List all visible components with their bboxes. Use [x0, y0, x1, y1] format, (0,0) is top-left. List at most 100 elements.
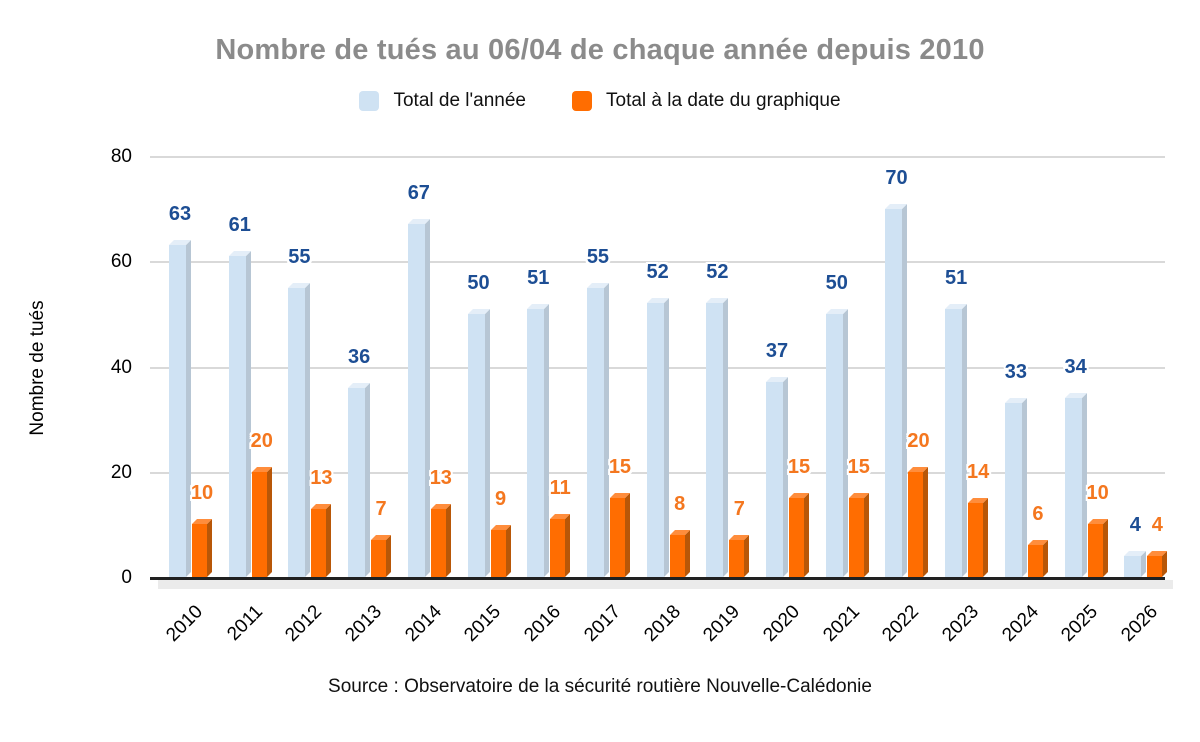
bar-total-date-2018: [669, 529, 690, 577]
bar-side: [983, 498, 989, 577]
bar-face: [1124, 555, 1142, 577]
bar-face: [1064, 398, 1082, 577]
bar-side: [962, 303, 968, 577]
bar-total-annee-2017: [586, 282, 609, 577]
data-label-total-annee-2011: 61: [228, 214, 251, 236]
bar-total-date-2014: [430, 503, 451, 577]
x-tick-label-2012: 2012: [281, 601, 327, 646]
bar-face: [371, 540, 387, 577]
x-tick-label-2017: 2017: [580, 601, 625, 646]
bar-side: [386, 535, 392, 577]
bar-total-annee-2023: [945, 303, 968, 577]
bar-side: [1021, 398, 1027, 577]
bar-total-annee-2013: [348, 382, 371, 577]
source-caption: Source : Observatoire de la sécurité rou…: [328, 676, 872, 697]
bar-face: [192, 524, 207, 577]
bar-side: [326, 503, 332, 577]
x-tick-label-2010: 2010: [162, 601, 207, 646]
bar-side: [365, 382, 371, 577]
data-label-total-date-2016: 11: [549, 477, 571, 500]
x-tick-label-2023: 2023: [938, 601, 984, 646]
data-label-total-annee-2010: 63: [168, 203, 192, 226]
bar-face: [706, 303, 724, 577]
legend-label-total-date: Total à la date du graphique: [606, 90, 841, 111]
legend-label-total-annee: Total de l'année: [393, 90, 526, 111]
bar-side: [1042, 540, 1048, 577]
data-label-total-annee-2020: 37: [765, 340, 789, 363]
bar-total-date-2016: [550, 514, 571, 577]
x-tick-label-2013: 2013: [341, 601, 387, 646]
bar-total-annee-2011: [228, 251, 251, 577]
chart-title: Nombre de tués au 06/04 de chaque année …: [215, 34, 985, 66]
data-label-total-annee-2015: 50: [467, 271, 490, 294]
bar-side: [565, 514, 571, 577]
data-label-total-date-2010: 10: [190, 482, 214, 505]
bar-face: [467, 313, 485, 577]
bar-face: [348, 387, 366, 577]
data-label-total-date-2012: 13: [310, 466, 333, 489]
bar-side: [624, 493, 630, 577]
bar-side: [424, 219, 430, 577]
bar-side: [804, 493, 810, 577]
bar-side: [923, 466, 929, 577]
bar-total-annee-2014: [407, 219, 430, 577]
bar-face: [430, 508, 446, 577]
data-label-total-annee-2022: 70: [885, 166, 908, 189]
bar-total-date-2012: [311, 503, 332, 577]
bar-side: [902, 203, 908, 577]
bar-total-annee-2020: [766, 377, 789, 577]
legend-swatch-total-date: [572, 91, 592, 111]
bar-face: [1147, 555, 1163, 577]
bar-total-annee-2019: [706, 298, 729, 577]
data-label-total-annee-2024: 33: [1004, 361, 1027, 384]
bar-face: [407, 224, 425, 577]
bar-face: [609, 498, 625, 577]
bar-face: [908, 471, 924, 577]
data-label-total-annee-2013: 36: [347, 345, 371, 368]
bar-face: [228, 256, 246, 577]
x-tick-label-2022: 2022: [878, 601, 924, 646]
bar-total-date-2013: [371, 535, 392, 577]
x-tick-label-2014: 2014: [400, 601, 446, 646]
bar-side: [207, 519, 212, 577]
bar-total-annee-2012: [288, 282, 311, 577]
bar-side: [744, 535, 750, 577]
y-tick-label: 60: [110, 251, 132, 273]
bar-side: [305, 282, 311, 577]
bar-side: [484, 308, 490, 577]
data-label-total-annee-2012: 55: [288, 245, 311, 268]
bar-face: [1027, 545, 1043, 577]
bar-face: [311, 508, 327, 577]
bar-face: [789, 498, 805, 577]
bar-face: [490, 529, 506, 577]
data-label-total-date-2020: 15: [787, 456, 811, 479]
bar-total-annee-2024: [1004, 398, 1027, 577]
data-label-total-date-2022: 20: [907, 429, 930, 452]
data-label-total-date-2017: 15: [608, 456, 632, 479]
bar-total-annee-2015: [467, 308, 490, 577]
bar-total-annee-2022: [885, 203, 908, 577]
bar-face: [729, 540, 745, 577]
data-label-total-annee-2023: 51: [945, 266, 968, 289]
x-tick-label-2025: 2025: [1057, 601, 1103, 646]
data-label-total-date-2025: 10: [1086, 482, 1109, 505]
bar-side: [245, 251, 251, 577]
data-label-total-date-2015: 9: [494, 487, 507, 510]
data-label-total-annee-2016: 51: [527, 266, 550, 289]
bar-total-date-2011: [251, 466, 272, 577]
data-label-total-annee-2021: 50: [825, 271, 848, 294]
data-label-total-annee-2017: 55: [586, 245, 610, 268]
bar-side: [842, 308, 848, 577]
bar-side: [684, 529, 690, 577]
bar-side: [505, 524, 511, 577]
x-tick-label-2024: 2024: [998, 601, 1043, 646]
bar-total-date-2022: [908, 466, 929, 577]
legend: Total de l'année Total à la date du grap…: [0, 90, 1200, 112]
y-tick-label: 20: [110, 461, 132, 483]
legend-item-total-date: Total à la date du graphique: [572, 90, 841, 112]
bar-total-date-2015: [490, 524, 511, 577]
data-label-total-date-2024: 6: [1032, 503, 1044, 526]
bar-total-annee-2026: [1124, 550, 1147, 577]
bar-face: [586, 287, 604, 577]
